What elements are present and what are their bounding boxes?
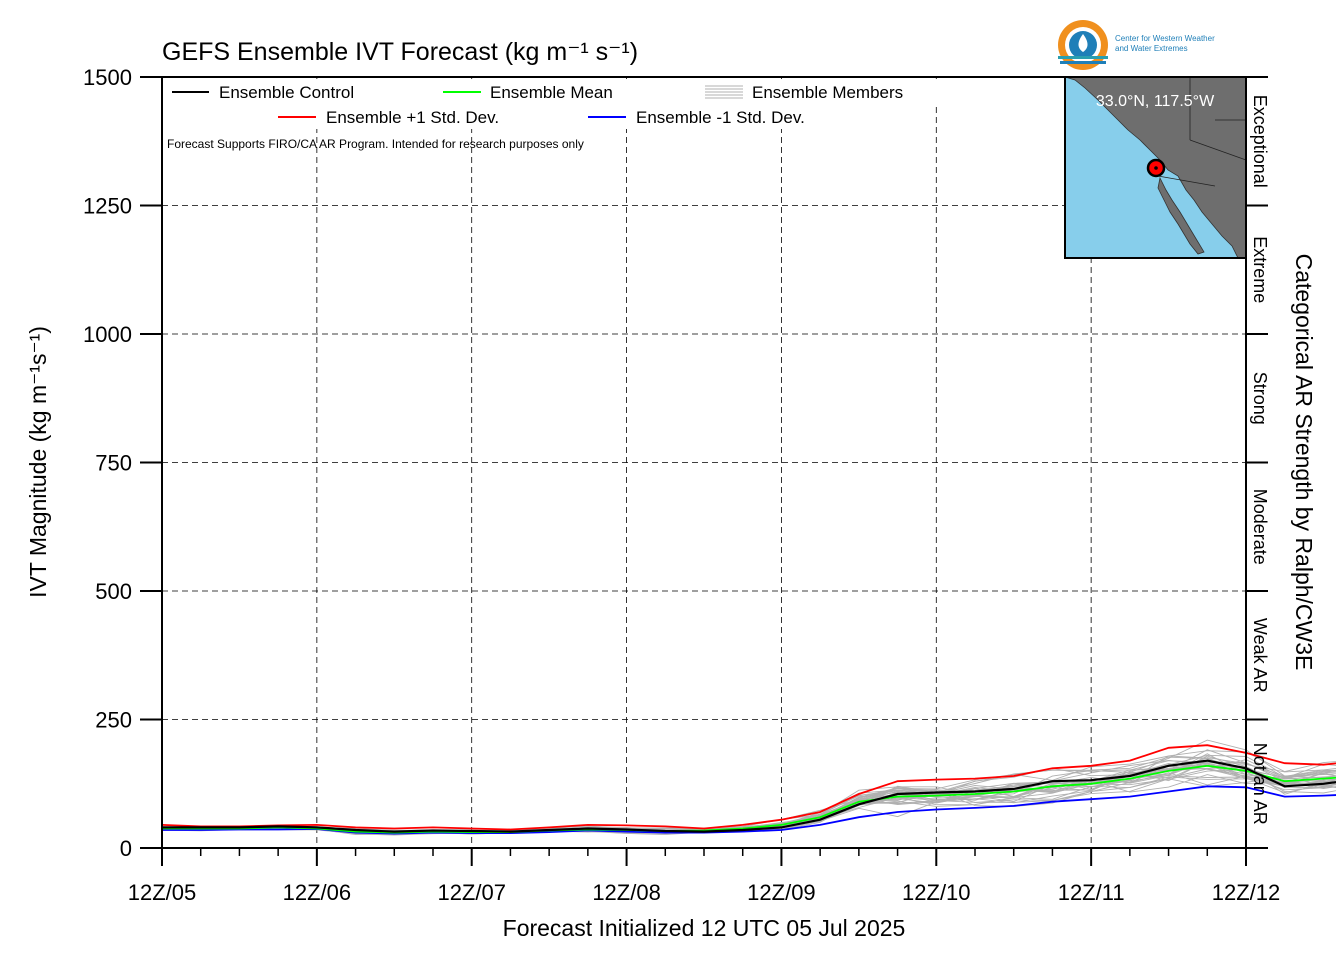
ensemble-member-line <box>161 759 1336 833</box>
cw3e-logo: Center for Western Weather and Water Ext… <box>1058 20 1215 70</box>
legend: Ensemble Control Ensemble Mean Ensemble … <box>164 79 1054 151</box>
x-tick-label: 12Z/11 <box>1058 880 1125 905</box>
x-tick-label: 12Z/12 <box>1212 880 1281 905</box>
research-note: Forecast Supports FIRO/CA AR Program. In… <box>167 137 584 151</box>
category-label: Exceptional <box>1250 95 1270 188</box>
legend-plus: Ensemble +1 Std. Dev. <box>326 108 499 127</box>
map-location-label: 33.0°N, 117.5°W <box>1096 93 1215 110</box>
logo-text-line2: and Water Extremes <box>1115 44 1188 53</box>
category-axis: Not an AR Weak AR Moderate Strong Extreme Exc… <box>1246 76 1270 849</box>
legend-swatch-members <box>705 85 743 99</box>
x-tick-label: 12Z/09 <box>747 880 816 905</box>
y-tick-label: 500 <box>95 579 132 604</box>
y-tick-label: 1500 <box>83 65 132 90</box>
category-label: Strong <box>1250 372 1270 425</box>
category-label: Extreme <box>1250 236 1270 303</box>
y-axis: 0 250 500 750 1000 1250 1500 <box>83 65 162 861</box>
x-tick-label: 12Z/10 <box>902 880 971 905</box>
x-tick-label: 12Z/08 <box>592 880 661 905</box>
y-tick-label: 750 <box>95 451 132 476</box>
x-axis: 12Z/05 12Z/06 12Z/07 12Z/08 12Z/09 12Z/10 12Z/… <box>128 848 1281 905</box>
location-map: 33.0°N, 117.5°W <box>1064 76 1247 259</box>
x-tick-label: 12Z/06 <box>283 880 352 905</box>
y-axis-title: IVT Magnitude (kg m⁻¹s⁻¹) <box>25 326 51 598</box>
legend-members: Ensemble Members <box>752 83 903 102</box>
map-baja <box>1157 176 1205 255</box>
x-tick-label: 12Z/07 <box>437 880 506 905</box>
category-label: Weak AR <box>1250 618 1270 693</box>
y-tick-label: 0 <box>120 836 132 861</box>
ensemble-member-line <box>161 739 1336 833</box>
y-tick-label: 1000 <box>83 322 132 347</box>
legend-mean: Ensemble Mean <box>490 83 613 102</box>
x-tick-label: 12Z/05 <box>128 880 197 905</box>
ensemble-series <box>161 744 1336 835</box>
right-axis-title: Categorical AR Strength by Ralph/CW3E <box>1291 254 1317 671</box>
legend-control: Ensemble Control <box>219 83 354 102</box>
ensemble-members <box>161 739 1336 836</box>
y-tick-label: 1250 <box>83 194 132 219</box>
y-tick-label: 250 <box>95 708 132 733</box>
logo-text-line1: Center for Western Weather <box>1115 34 1215 43</box>
map-land <box>1064 76 1247 259</box>
category-label: Moderate <box>1250 489 1270 565</box>
chart-title: GEFS Ensemble IVT Forecast (kg m⁻¹ s⁻¹) <box>162 38 638 66</box>
category-label: Not an AR <box>1250 743 1270 825</box>
x-axis-title: Forecast Initialized 12 UTC 05 Jul 2025 <box>503 915 906 941</box>
legend-minus: Ensemble -1 Std. Dev. <box>636 108 805 127</box>
